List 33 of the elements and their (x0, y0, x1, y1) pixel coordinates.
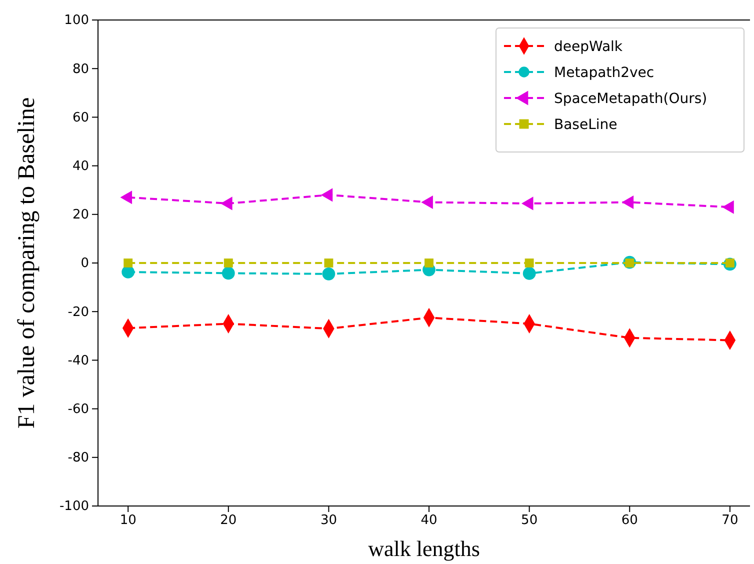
point (522, 267, 536, 280)
legend-label: BaseLine (554, 117, 618, 133)
point (324, 258, 334, 268)
point (424, 258, 434, 268)
x-tick-label: 20 (220, 513, 237, 528)
y-tick-label: 80 (72, 62, 89, 77)
y-tick-label: 40 (72, 158, 89, 174)
point (322, 268, 336, 280)
point (122, 266, 135, 278)
y-tick-label: -40 (68, 353, 89, 368)
y-axis-title: F1 value of comparing to Baseline (14, 97, 40, 429)
y-tick-label: -20 (68, 304, 89, 320)
legend-label: SpaceMetapath(Ours) (554, 91, 708, 107)
point (222, 266, 235, 280)
legend-label: Metapath2vec (554, 65, 654, 81)
x-tick-label: 50 (521, 513, 538, 528)
point (524, 258, 534, 268)
x-tick-label: 40 (420, 513, 438, 528)
y-tick-label: -80 (68, 450, 89, 466)
y-tick-label: 0 (80, 256, 89, 272)
x-tick-label: 10 (120, 513, 136, 528)
point (224, 258, 233, 268)
y-tick-label: 100 (64, 13, 89, 28)
y-tick-label: -100 (59, 499, 89, 514)
legend-label: deepWalk (554, 39, 624, 55)
x-tick-label: 70 (722, 513, 738, 528)
x-axis-title: walk lengths (368, 536, 480, 561)
point (124, 258, 133, 268)
y-tick-label: -60 (68, 402, 89, 417)
y-tick-label: 60 (72, 110, 89, 126)
x-tick-label: 60 (621, 513, 638, 528)
x-tick-label: 30 (320, 513, 337, 528)
y-tick-label: 20 (72, 208, 89, 223)
